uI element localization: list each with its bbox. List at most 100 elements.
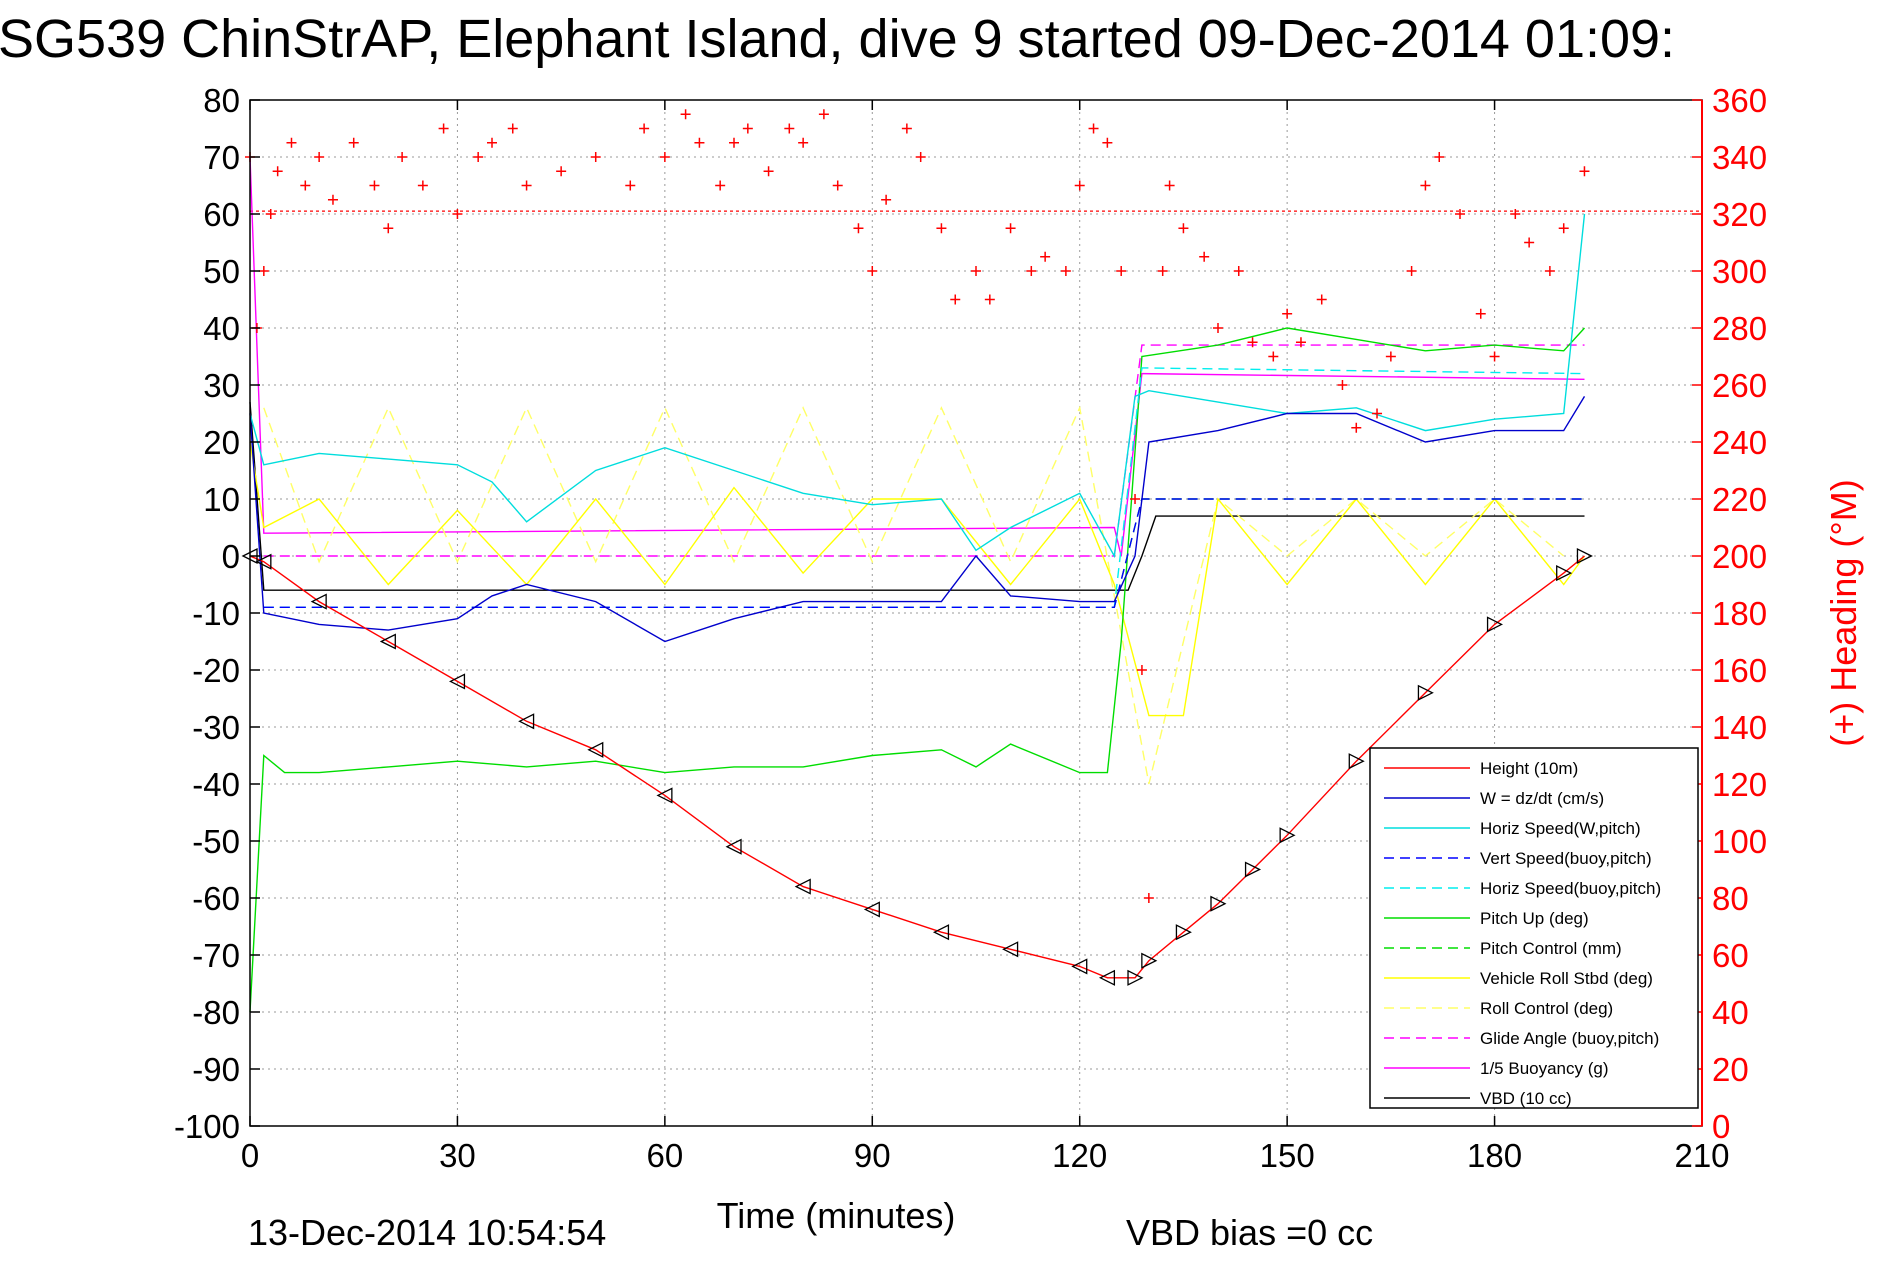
heading-point: [1579, 166, 1590, 177]
heading-point: [1372, 408, 1383, 419]
legend-label: Vert Speed(buoy,pitch): [1480, 849, 1652, 868]
y-tick-label: -50: [192, 823, 240, 860]
heading-point: [818, 109, 829, 120]
heading-point: [1074, 180, 1085, 191]
heading-point: [680, 109, 691, 120]
heading-point: [1060, 266, 1071, 276]
y-tick-label: 10: [203, 481, 240, 518]
y-tick-label: 20: [203, 424, 240, 461]
heading-point: [327, 194, 338, 205]
heading-point: [1157, 266, 1168, 276]
heading-point: [936, 223, 947, 234]
heading-point: [1268, 351, 1279, 362]
heading-point: [867, 266, 878, 276]
heading-point: [417, 180, 428, 191]
profile-marker: [255, 553, 272, 570]
series-pitch-up-deg: [249, 327, 1586, 1013]
heading-point: [1420, 180, 1431, 191]
profile-marker: [1576, 547, 1593, 565]
heading-point: [1178, 223, 1189, 234]
heading-point: [1026, 266, 1037, 276]
heading-point: [1102, 137, 1113, 148]
y-right-tick-label: 120: [1712, 766, 1767, 803]
legend-label: W = dz/dt (cm/s): [1480, 789, 1604, 808]
heading-point: [369, 180, 380, 191]
x-tick-label: 210: [1674, 1137, 1729, 1174]
heading-point: [521, 180, 532, 191]
heading-point: [1434, 152, 1445, 162]
y-right-tick-label: 40: [1712, 994, 1749, 1031]
heading-point: [1558, 223, 1569, 234]
heading-point: [715, 180, 726, 191]
y-right-tick-label: 260: [1712, 367, 1767, 404]
y-right-tick-label: 180: [1712, 595, 1767, 632]
heading-point: [1130, 494, 1141, 504]
profile-marker: [1175, 924, 1192, 941]
legend-label: Horiz Speed(buoy,pitch): [1480, 879, 1661, 898]
heading-point: [1040, 251, 1051, 262]
series-vehicle-roll-stbd-deg: [249, 441, 1586, 717]
heading-point: [639, 123, 650, 134]
profile-marker: [587, 741, 604, 758]
series-w-dz-dt-cm-s: [249, 396, 1586, 643]
y-right-tick-label: 140: [1712, 709, 1767, 746]
legend-label: VBD (10 cc): [1480, 1089, 1572, 1108]
grid: [250, 100, 1702, 1126]
y-right-tick-label: 100: [1712, 823, 1767, 860]
y-tick-label: 30: [203, 367, 240, 404]
x-axis-label: Time (minutes): [717, 1195, 956, 1236]
profile-marker: [725, 838, 742, 855]
y-tick-label: -60: [192, 880, 240, 917]
series-roll-control-deg: [263, 405, 1565, 785]
y-right-tick-label: 240: [1712, 424, 1767, 461]
y-right-tick-label: 300: [1712, 253, 1767, 290]
chart-title: SG539 ChinStrAP, Elephant Island, dive 9…: [0, 9, 1675, 69]
heading-point: [1088, 123, 1099, 134]
heading-point: [265, 209, 276, 219]
legend-label: Horiz Speed(W,pitch): [1480, 819, 1641, 838]
series-vert-speed-buoy-pitch: [263, 498, 1585, 608]
y-tick-label: 60: [203, 196, 240, 233]
y-tick-label: -90: [192, 1051, 240, 1088]
profile-marker: [1127, 969, 1144, 986]
heading-point: [901, 123, 912, 134]
profile-marker: [1141, 952, 1158, 969]
heading-point: [1233, 266, 1244, 276]
heading-point: [1510, 209, 1521, 219]
profile-marker: [1348, 753, 1365, 770]
heading-point: [1337, 380, 1348, 390]
heading-point: [507, 123, 518, 134]
legend-label: Pitch Up (deg): [1480, 909, 1589, 928]
heading-point: [1351, 422, 1362, 433]
heading-point: [1164, 180, 1175, 191]
profile-marker: [1279, 827, 1296, 844]
heading-point: [881, 194, 892, 205]
y-tick-label: -40: [192, 766, 240, 803]
profile-marker: [794, 878, 811, 895]
heading-point: [742, 123, 753, 134]
series-layer: [249, 156, 1586, 1013]
profile-marker: [1244, 861, 1262, 878]
y-right-tick-label: 0: [1712, 1108, 1730, 1145]
heading-point: [729, 137, 739, 148]
heading-point: [452, 209, 463, 219]
x-tick-label: 180: [1467, 1137, 1522, 1174]
heading-point: [950, 294, 961, 305]
heading-markers: [245, 109, 1590, 903]
heading-point: [1136, 665, 1147, 675]
heading-point: [473, 152, 484, 162]
x-tick-label: 60: [646, 1137, 683, 1174]
y-right-tick-label: 160: [1712, 652, 1767, 689]
y-right-tick-label: 320: [1712, 196, 1767, 233]
heading-point: [659, 152, 670, 162]
legend-label: Roll Control (deg): [1480, 999, 1613, 1018]
heading-point: [348, 137, 359, 148]
x-tick-label: 90: [854, 1137, 891, 1174]
series-1-5-buoyancy-g: [249, 156, 1585, 557]
y-tick-label: -20: [192, 652, 240, 689]
series-glide-angle-buoy-pitch: [263, 344, 1585, 557]
heading-point: [1316, 294, 1327, 305]
heading-point: [853, 223, 864, 234]
profile-marker: [1002, 941, 1019, 958]
heading-point: [984, 294, 995, 305]
